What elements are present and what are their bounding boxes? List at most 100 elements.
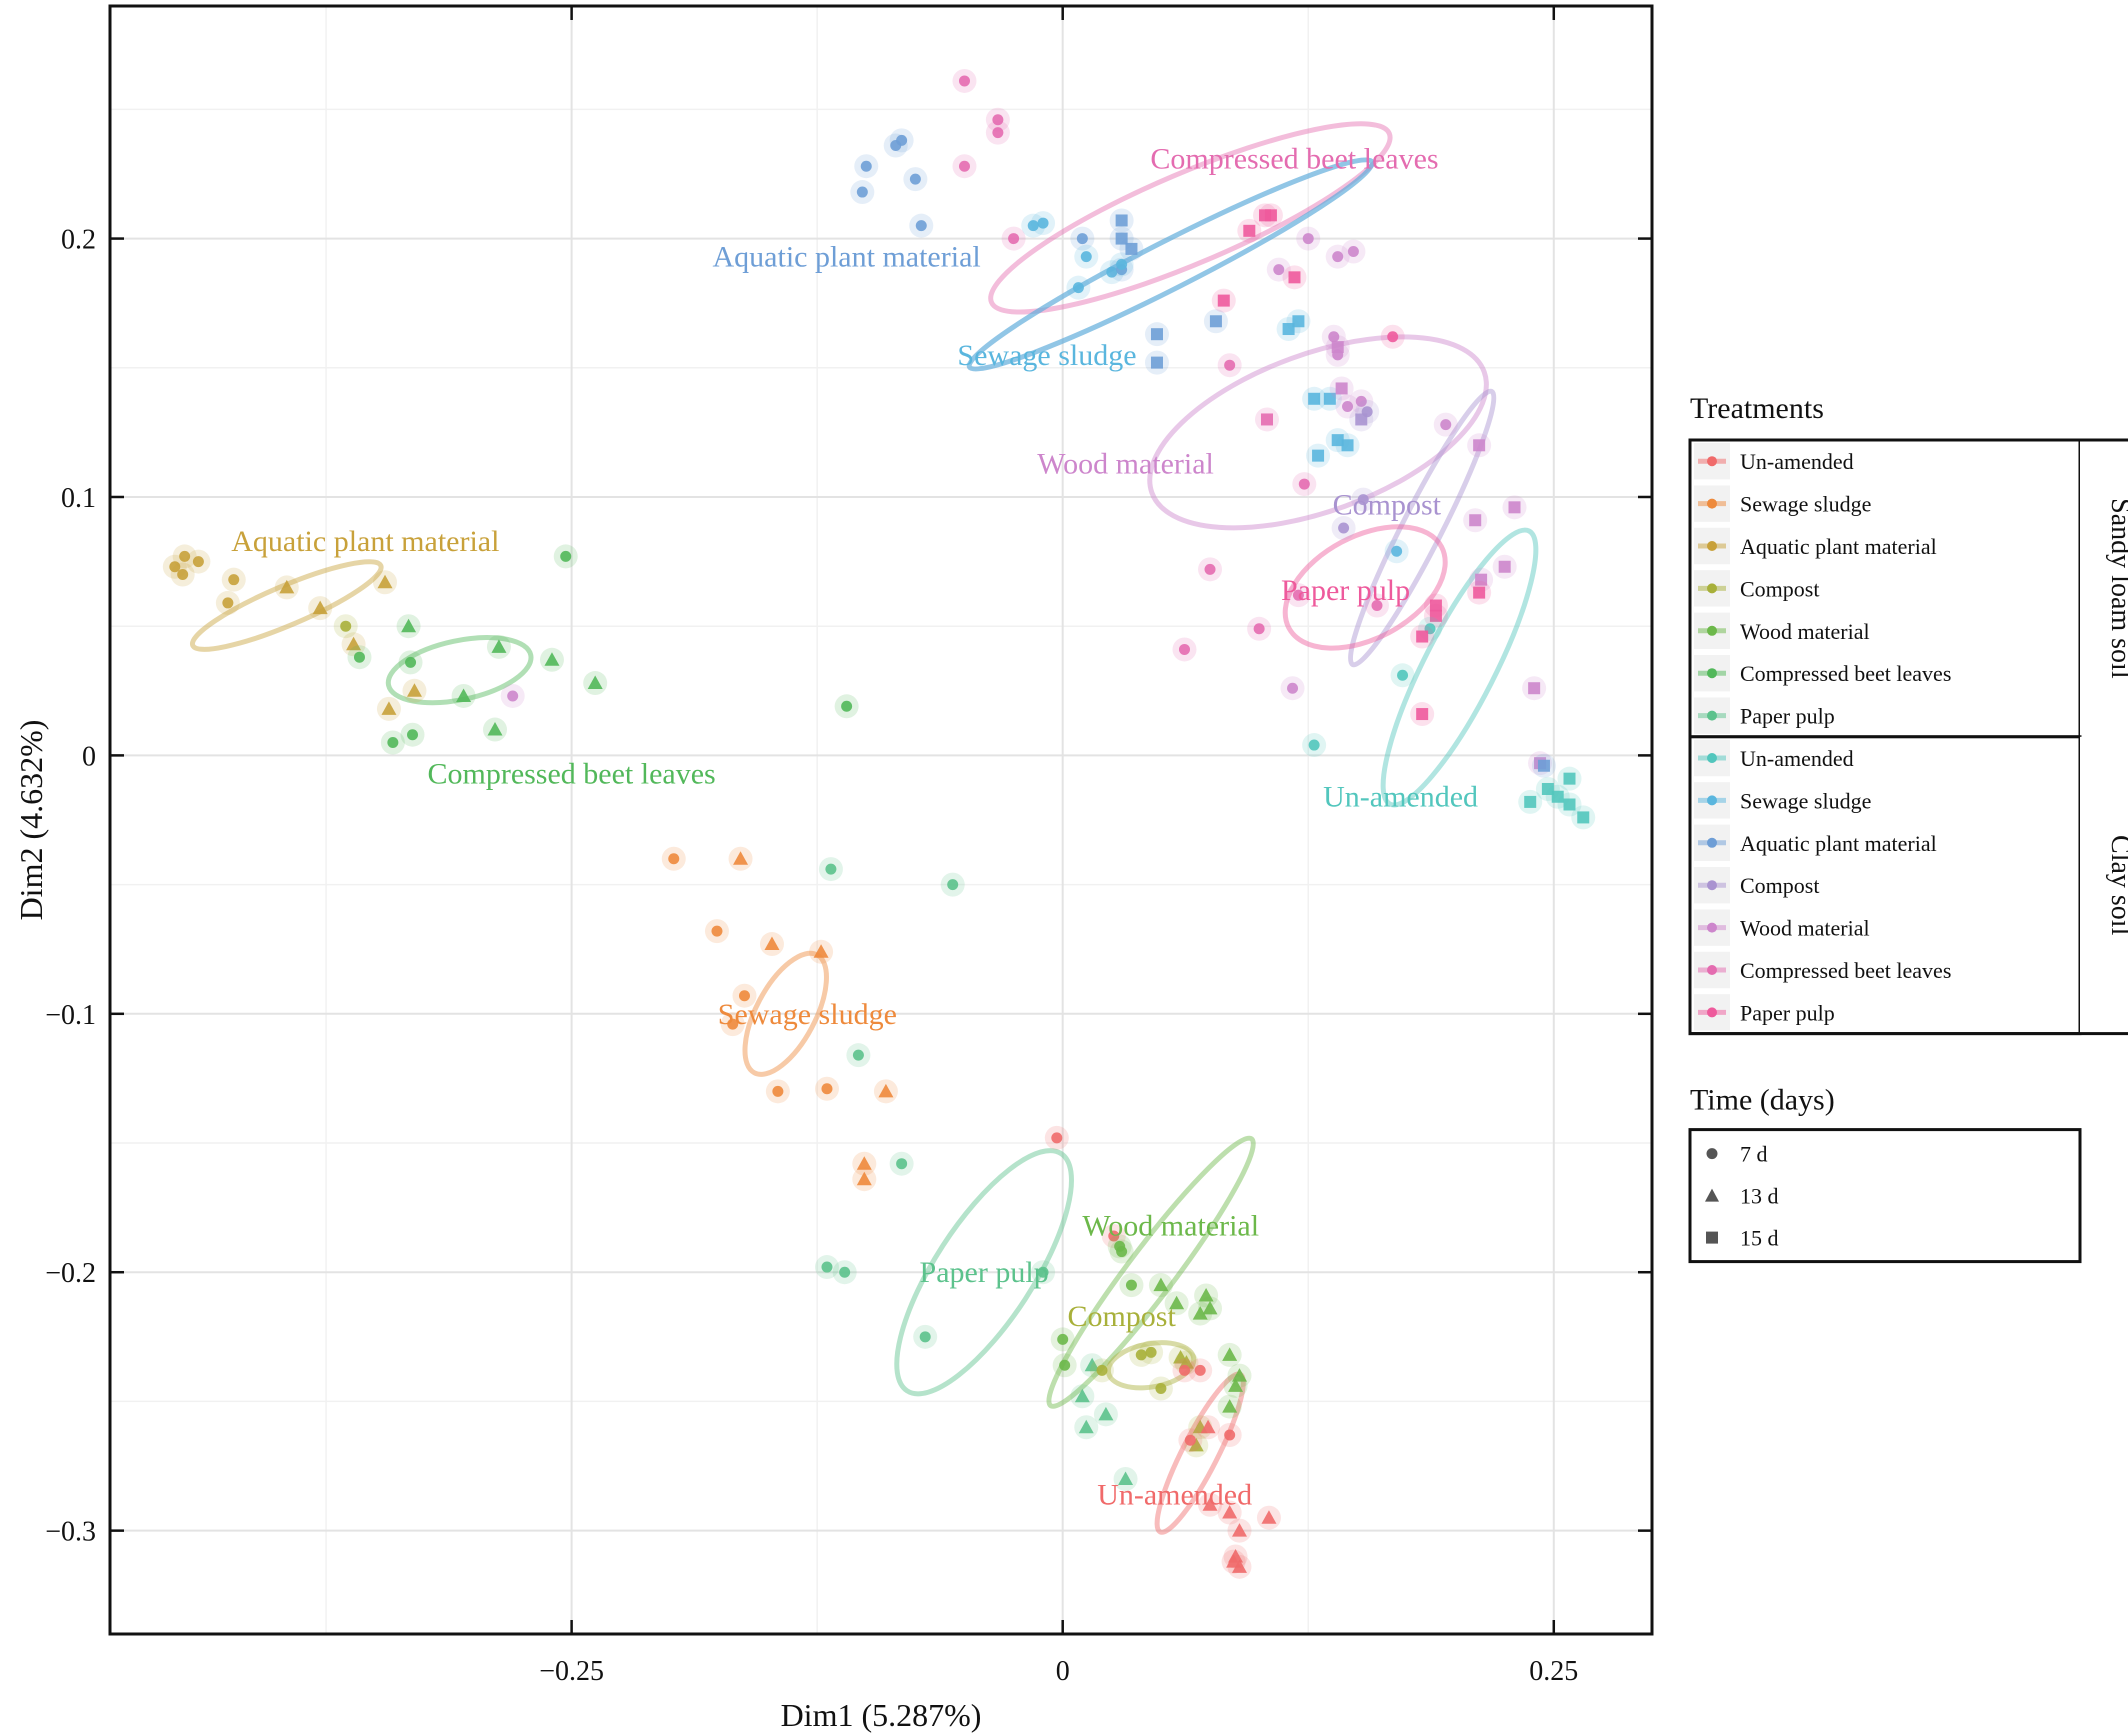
data-point — [903, 167, 928, 192]
confidence-ellipse — [1347, 388, 1497, 668]
data-point — [1194, 1283, 1219, 1308]
legend-item-label: Compressed beet leaves — [1740, 661, 1951, 686]
legend-group-box — [1688, 735, 2082, 1036]
data-point — [1227, 1363, 1252, 1388]
data-point — [1074, 1415, 1099, 1440]
legend-key-dot — [1707, 668, 1717, 679]
legend: Treatments Time (days) Un-amended Sewage … — [1688, 392, 2128, 1264]
data-point — [1286, 583, 1311, 608]
legend-key-dot — [1707, 710, 1717, 721]
data-point — [1093, 1402, 1118, 1427]
legend-strip — [2080, 736, 2128, 1034]
data-point — [1203, 309, 1228, 334]
data-point — [1410, 624, 1435, 649]
y-axis-title: Dim2 (4.632%) — [13, 720, 49, 921]
data-point — [1390, 663, 1415, 688]
legend-title-time: Time (days) — [1690, 1084, 1835, 1117]
data-point — [1148, 1273, 1173, 1298]
confidence-ellipse — [966, 157, 1375, 372]
confidence-ellipse — [1105, 1340, 1197, 1391]
legend-key-dot — [1707, 753, 1717, 763]
ellipse-label: Wood material — [1037, 447, 1214, 480]
legend-strip-label: Sandy loam soil — [2105, 498, 2128, 679]
data-point — [1502, 495, 1527, 520]
legend-item-label: Aquatic plant material — [1740, 831, 1937, 856]
data-point — [1188, 1358, 1213, 1383]
data-point — [451, 683, 476, 708]
data-point — [1113, 1466, 1138, 1491]
legend-item-label: Compost — [1740, 576, 1819, 601]
data-point — [221, 567, 246, 592]
data-point — [852, 1167, 877, 1192]
legend-item-label: Sewage sludge — [1740, 492, 1871, 517]
data-point — [486, 634, 511, 659]
legend-key-dot — [1707, 625, 1717, 636]
x-tick-label: 0 — [1056, 1656, 1070, 1687]
data-point — [1247, 616, 1272, 641]
data-point — [376, 696, 401, 721]
axis-ticks: −0.25 0 0.25 −0.3 −0.2 −0.1 0 0.1 0.2 — [45, 6, 1652, 1687]
data-point — [1302, 386, 1327, 411]
data-point — [1109, 208, 1134, 233]
data-point — [1237, 218, 1262, 243]
data-point — [1217, 1342, 1242, 1367]
confidence-ellipse — [1147, 334, 1489, 531]
ellipse-label: Paper pulp — [920, 1256, 1049, 1289]
data-point — [1492, 554, 1517, 579]
data-point — [1044, 1125, 1069, 1150]
data-point — [308, 596, 333, 621]
data-point — [186, 549, 211, 574]
data-point — [1031, 211, 1056, 236]
data-point — [1557, 792, 1582, 817]
data-point — [1254, 407, 1279, 432]
data-point — [553, 544, 578, 569]
data-point — [1463, 508, 1488, 533]
data-point — [1188, 1301, 1213, 1326]
points — [162, 68, 1596, 1579]
data-point — [170, 562, 195, 587]
x-tick-label: 0.25 — [1529, 1656, 1578, 1687]
data-point — [832, 1260, 857, 1285]
confidence-ellipse — [966, 157, 1375, 372]
data-point — [1531, 753, 1556, 778]
data-point — [818, 857, 843, 882]
data-point — [1198, 557, 1223, 582]
data-point — [1066, 275, 1091, 300]
data-point — [1217, 1394, 1242, 1419]
legend-title-treatments: Treatments — [1690, 392, 1824, 425]
legend-item-label: Wood material — [1740, 619, 1870, 644]
data-point — [215, 590, 240, 615]
data-point — [1325, 244, 1350, 269]
data-point — [1223, 1373, 1248, 1398]
data-point — [402, 678, 427, 703]
ellipse-label: Un-amended — [1323, 781, 1478, 814]
y-tick-label: −0.3 — [45, 1517, 96, 1548]
ellipse-label: Sewage sludge — [718, 998, 897, 1031]
data-point — [809, 939, 834, 964]
data-point — [1410, 702, 1435, 727]
data-point — [1306, 443, 1331, 468]
data-point — [583, 671, 608, 696]
data-point — [854, 154, 879, 179]
y-tick-label: 0.2 — [61, 225, 96, 256]
y-tick-label: 0 — [82, 741, 96, 772]
data-point — [759, 932, 784, 957]
time-legend-label: 13 d — [1740, 1184, 1779, 1209]
data-point — [1266, 257, 1291, 282]
legend-item-label: Paper pulp — [1740, 1000, 1835, 1025]
data-point — [985, 107, 1010, 132]
data-point — [483, 717, 508, 742]
confidence-ellipse — [1282, 524, 1448, 651]
data-point — [720, 1012, 745, 1037]
data-point — [1198, 1492, 1223, 1517]
legend-item-label: Un-amended — [1740, 746, 1854, 771]
data-point — [500, 683, 525, 708]
data-point — [1335, 433, 1360, 458]
data-point — [1227, 1518, 1252, 1543]
data-point — [1467, 433, 1492, 458]
data-point — [852, 1151, 877, 1176]
legend-key-dot — [1707, 837, 1717, 848]
data-point — [1031, 1260, 1056, 1285]
data-point — [1211, 288, 1236, 313]
ellipse-label: Compressed beet leaves — [427, 757, 715, 790]
